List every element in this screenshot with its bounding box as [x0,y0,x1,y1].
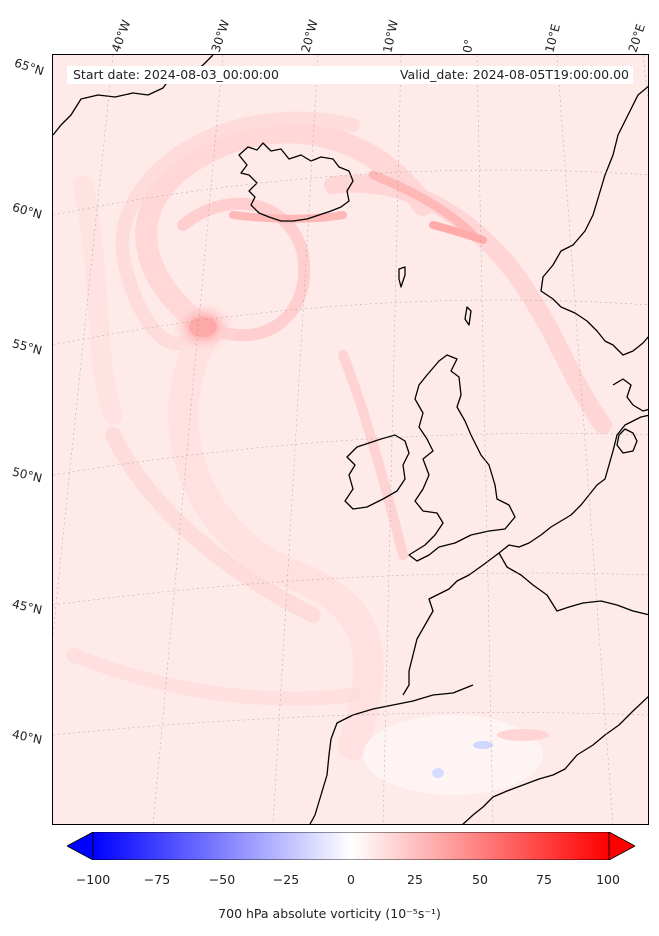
colorbar-label: 700 hPa absolute vorticity (10⁻⁵s⁻¹) [218,906,441,921]
colorbar-tick: −25 [272,872,300,887]
denmark-coast [612,378,648,412]
lat-label-65n: 65°N [12,55,46,79]
lat-label-40n: 40°N [10,727,44,747]
lon-label-10e: 10°E [542,22,563,54]
ireland-coast [344,434,410,510]
colorbar-tick: −100 [75,872,111,887]
norway-coast [540,85,648,356]
lon-label-20e: 20°E [625,22,648,54]
colorbar [67,832,635,860]
lat-label-50n: 50°N [10,464,44,486]
start-date-text: Start date: 2024-08-03_00:00:00 [73,67,279,82]
lon-label-0: 0° [460,38,477,54]
colorbar-tick: 75 [536,872,552,887]
colorbar-tick: 100 [596,872,620,887]
graticule [53,55,648,824]
faroe-coast [398,266,406,288]
lon-label-30w: 30°W [208,18,233,54]
great-britain-coast [408,354,516,562]
lon-label-10w: 10°W [380,18,401,54]
map-panel: Start date: 2024-08-03_00:00:00 Valid_da… [52,54,649,825]
colorbar-body [92,832,610,860]
valid-date-text: Valid_date: 2024-08-05T19:00:00.00 [399,67,629,82]
france-coast [402,552,500,696]
lon-label-40w: 40°W [108,18,134,54]
shetland-coast [464,306,472,326]
colorbar-tick: 50 [472,872,488,887]
vorticity-field [66,111,612,795]
colorbar-tick: −50 [208,872,236,887]
colorbar-extend-low [67,832,94,860]
colorbar-extend-high [608,832,635,860]
coastlines [53,55,648,824]
colorbar-tick: 0 [347,872,355,887]
lat-label-45n: 45°N [10,596,44,618]
denmark-islands [616,428,638,454]
iberia-south-coast [462,695,648,824]
iberia-coast [309,684,474,824]
lon-label-20w: 20°W [298,18,321,54]
date-info-box: Start date: 2024-08-03_00:00:00 Valid_da… [67,66,633,84]
lat-label-60n: 60°N [10,200,44,222]
europe-mainland-coast [498,414,648,616]
colorbar-tick: 25 [407,872,423,887]
lat-label-55n: 55°N [10,336,44,358]
iceland-coast [238,142,354,222]
colorbar-tick: −75 [143,872,171,887]
vorticity-map [53,55,648,824]
